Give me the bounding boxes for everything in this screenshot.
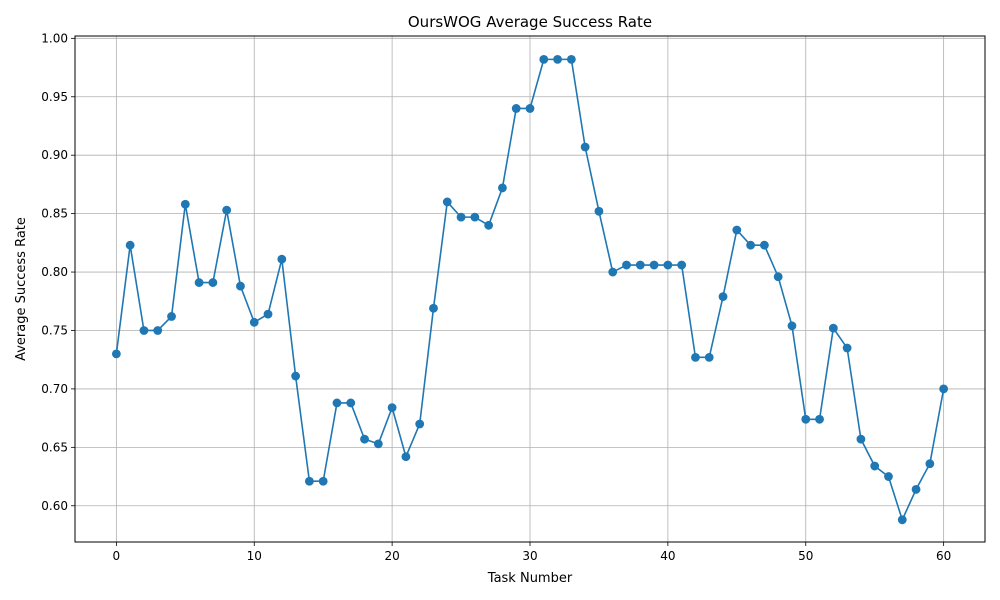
x-axis-ticks: 0 10 20 30 40 50 60	[113, 542, 951, 563]
data-point	[622, 260, 631, 270]
data-point	[291, 371, 301, 381]
data-point	[897, 515, 907, 525]
y-axis-label: Average Success Rate	[14, 217, 29, 361]
data-point	[718, 292, 728, 301]
data-point	[194, 278, 204, 287]
data-point	[594, 206, 604, 216]
x-tick-label: 0	[113, 549, 121, 563]
data-point	[429, 303, 438, 313]
y-tick-label: 0.70	[41, 382, 68, 396]
y-tick-label: 1.00	[41, 31, 68, 45]
data-point	[263, 309, 273, 319]
data-point	[484, 220, 494, 230]
data-point	[498, 183, 507, 193]
data-point	[580, 142, 590, 152]
y-tick-label: 0.75	[41, 323, 68, 337]
data-point	[870, 461, 880, 471]
grid-lines	[75, 36, 985, 542]
chart-title: OursWOG Average Success Rate	[408, 13, 652, 31]
y-tick-label: 0.65	[41, 440, 68, 454]
y-tick-label: 0.85	[41, 207, 68, 221]
data-point	[566, 54, 576, 64]
series-points	[111, 54, 949, 525]
data-point	[208, 278, 218, 287]
data-point	[525, 104, 535, 113]
data-point	[773, 272, 783, 282]
data-point	[539, 54, 549, 64]
data-point	[649, 260, 659, 270]
data-point	[911, 485, 921, 494]
data-point	[511, 104, 521, 113]
data-point	[332, 398, 342, 408]
data-point	[236, 281, 245, 291]
data-point	[856, 434, 866, 444]
data-point	[759, 240, 769, 250]
data-point	[222, 205, 232, 215]
x-tick-label: 20	[384, 549, 399, 563]
data-point	[387, 403, 397, 413]
data-point	[815, 414, 824, 424]
data-point	[677, 260, 687, 270]
data-point	[553, 54, 562, 64]
y-tick-label: 0.95	[41, 90, 68, 104]
y-tick-label: 0.90	[41, 148, 68, 162]
data-point	[442, 197, 452, 207]
data-point	[787, 321, 797, 331]
x-tick-label: 60	[936, 549, 951, 563]
data-point	[884, 472, 893, 481]
data-point	[125, 240, 135, 250]
data-point	[318, 476, 328, 486]
data-point	[139, 326, 149, 335]
data-point	[346, 398, 356, 408]
data-point	[167, 312, 176, 321]
data-point	[277, 254, 287, 264]
y-tick-label: 0.60	[41, 499, 68, 513]
data-point	[401, 452, 411, 462]
data-point	[153, 326, 163, 335]
data-point	[360, 434, 369, 444]
x-axis-label: Task Number	[487, 571, 573, 586]
x-tick-label: 30	[522, 549, 537, 563]
data-point	[801, 414, 811, 424]
data-point	[732, 225, 742, 235]
x-tick-label: 10	[247, 549, 262, 563]
data-point	[373, 439, 383, 449]
y-axis-ticks: 0.60 0.65 0.70 0.75 0.80 0.85 0.90 0.95 1.00	[41, 31, 75, 513]
y-tick-label: 0.80	[41, 265, 68, 279]
data-point	[470, 212, 480, 222]
data-point	[456, 212, 466, 222]
data-point	[704, 352, 714, 362]
data-point	[691, 352, 700, 362]
data-point	[663, 260, 673, 270]
data-point	[939, 384, 949, 394]
data-point	[746, 240, 756, 250]
x-tick-label: 50	[798, 549, 813, 563]
data-point	[180, 199, 190, 209]
data-point	[111, 349, 121, 359]
data-point	[635, 260, 645, 270]
data-point	[304, 476, 314, 486]
data-point	[608, 267, 618, 277]
data-point	[842, 343, 852, 353]
x-tick-label: 40	[660, 549, 675, 563]
data-point	[925, 459, 935, 469]
data-point	[828, 323, 838, 333]
data-point	[249, 317, 259, 327]
data-point	[415, 419, 425, 429]
